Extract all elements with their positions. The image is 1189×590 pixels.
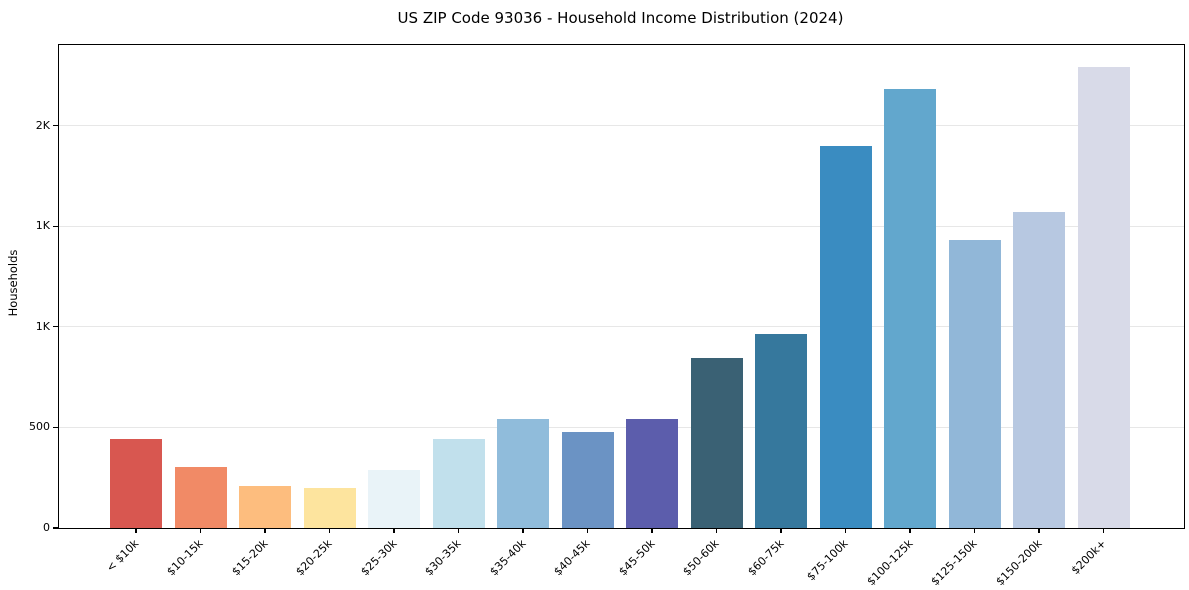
bar-$75-100k xyxy=(819,145,872,528)
bar-$35-40k xyxy=(497,419,549,528)
x-tick-label-$150-200k: $150-200k xyxy=(993,537,1045,589)
x-tick-mark xyxy=(135,528,137,533)
plot-area: 0 500 1K 1K 2K < $10k $10-15k $15-20k $20-25k $25… xyxy=(29,44,1185,588)
y-tick-label: 500 xyxy=(29,420,50,434)
gridline-1K xyxy=(59,326,1184,328)
y-tick-label: 0 xyxy=(43,521,50,534)
bar-$20-25k xyxy=(303,487,356,528)
x-tick-mark xyxy=(393,528,395,533)
x-tick-mark xyxy=(199,528,202,533)
x-tick-label-< $10k: < $10k xyxy=(103,537,142,575)
bar-$200k+ xyxy=(1077,67,1130,528)
y-tick-label: 2K xyxy=(35,118,50,132)
bar-$45-50k xyxy=(626,419,678,528)
chart-title: US ZIP Code 93036 - Household Income Dis… xyxy=(397,9,844,27)
x-tick-label-$200k+: $200k+ xyxy=(1068,537,1109,578)
x-tick-mark xyxy=(264,528,266,533)
bar-$60-75k xyxy=(755,333,807,528)
x-tick-mark xyxy=(909,528,911,533)
y-axis-label: Households xyxy=(6,249,20,317)
y-tick-mark xyxy=(53,326,58,328)
bar-$125-150k xyxy=(948,240,1001,528)
x-tick-mark xyxy=(1038,528,1040,533)
x-tick-label-$45-50k: $45-50k xyxy=(615,537,658,579)
gridline-500 xyxy=(59,426,1184,428)
x-tick-label-$20-25k: $20-25k xyxy=(293,537,335,579)
x-tick-label-$30-35k: $30-35k xyxy=(422,537,464,579)
bar-$25-30k xyxy=(368,469,420,528)
x-tick-mark xyxy=(586,528,589,533)
y-tick-label: 1K xyxy=(35,219,50,233)
y-tick-mark xyxy=(53,426,58,428)
x-tick-mark xyxy=(328,528,331,533)
x-tick-mark xyxy=(973,528,976,533)
x-tick-label-$15-20k: $15-20k xyxy=(228,537,271,579)
bar-$30-35k xyxy=(432,439,485,528)
x-tick-label-$60-75k: $60-75k xyxy=(744,537,787,579)
y-tick-label: 1K xyxy=(35,319,50,333)
bar-$100-125k xyxy=(884,89,936,528)
x-tick-mark xyxy=(522,528,524,533)
bar-$40-45k xyxy=(561,432,614,528)
gridline-2K xyxy=(59,125,1184,126)
x-tick-label-$35-40k: $35-40k xyxy=(486,537,529,579)
bar-$150-200k xyxy=(1013,212,1065,528)
x-tick-label-$25-30k: $25-30k xyxy=(357,537,400,579)
x-tick-label-$75-100k: $75-100k xyxy=(804,537,851,584)
bar-< $10k xyxy=(110,439,162,528)
x-tick-mark xyxy=(780,528,782,533)
x-tick-mark xyxy=(457,528,460,533)
x-tick-label-$10-15k: $10-15k xyxy=(164,537,206,579)
bar-$15-20k xyxy=(239,485,291,528)
y-tick-mark xyxy=(53,225,58,227)
gridline-1K xyxy=(59,225,1184,227)
x-tick-mark xyxy=(844,528,847,533)
y-tick-mark xyxy=(53,124,58,127)
x-tick-mark xyxy=(715,528,718,533)
x-tick-label-$125-150k: $125-150k xyxy=(928,537,980,589)
x-tick-mark xyxy=(651,528,653,533)
bar-$50-60k xyxy=(690,357,743,528)
x-tick-label-$40-45k: $40-45k xyxy=(551,537,593,579)
x-tick-label-$100-125k: $100-125k xyxy=(864,537,916,589)
y-tick-mark xyxy=(53,527,58,529)
bar-$10-15k xyxy=(174,466,227,528)
x-tick-mark xyxy=(1102,528,1105,533)
x-tick-label-$50-60k: $50-60k xyxy=(680,537,722,579)
